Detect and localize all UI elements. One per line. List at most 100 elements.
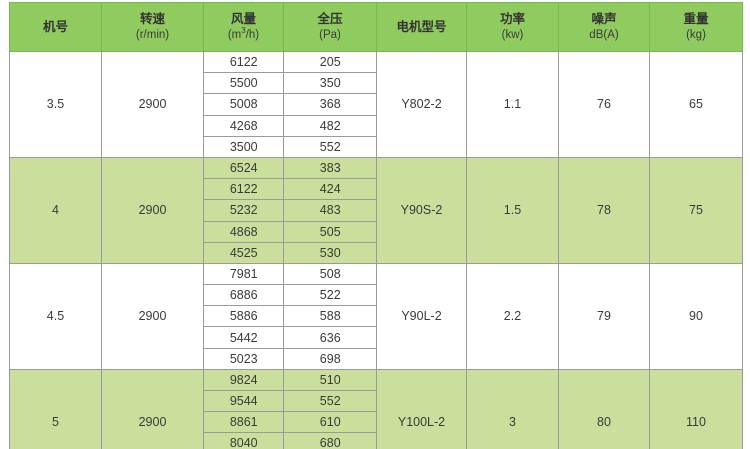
cell-model: 3.5 <box>9 51 102 158</box>
cell-pressure: 205 <box>283 52 376 74</box>
cell-speed: 2900 <box>101 262 204 370</box>
cell-pressure: 552 <box>283 390 376 413</box>
cell-airflow: 4868 <box>204 221 285 243</box>
cell-pressure: 424 <box>283 178 376 201</box>
cell-pressure: 368 <box>283 93 376 116</box>
operating-point-row: 6122 424 <box>204 178 376 201</box>
cell-motor: Y90L-2 <box>376 262 467 370</box>
cell-pressure: 552 <box>319 139 341 154</box>
cell-airflow-pressure-group: 6122 205 5500 350 5008 368 4268 482 3500 552 <box>203 51 377 158</box>
cell-speed: 2900 <box>101 156 204 264</box>
cell-airflow-pressure-group: 6524 383 6122 424 5232 483 4868 505 4525 530 <box>203 156 377 264</box>
operating-point-row: 6122 205 <box>204 52 376 74</box>
cell-motor: Y100L-2 <box>376 368 467 449</box>
cell-airflow: 7981 <box>204 263 285 286</box>
column-header-weight: 重量 (kg) <box>649 2 743 52</box>
cell-airflow: 6886 <box>204 284 285 307</box>
cell-airflow: 5886 <box>204 305 285 328</box>
cell-pressure: 350 <box>283 72 376 95</box>
operating-points-table: 7981 508 6886 522 5886 588 5442 636 5023 698 <box>204 263 376 369</box>
column-header-label: 机号 <box>42 19 68 34</box>
operating-point-row: 5232 483 <box>204 199 376 222</box>
cell-weight: 90 <box>649 262 743 370</box>
cell-pressure: 383 <box>283 157 376 180</box>
column-header-unit: (kg) <box>686 28 706 41</box>
column-header-label: 重量 <box>683 11 709 26</box>
operating-point-row: 5442 636 <box>204 326 376 349</box>
fan-specification-table: 机号 转速 (r/min) 风量 (m3/h) 全压 (Pa) 电机型号 功率 (kw) 噪声 dB(… <box>9 2 743 449</box>
cell-speed: 2900 <box>101 368 204 449</box>
operating-points-table: 6122 205 5500 350 5008 368 4268 482 3500 552 <box>204 52 376 157</box>
unit-exponent: 3 <box>241 25 246 35</box>
cell-airflow: 9544 <box>204 390 285 413</box>
cell-pressure: 508 <box>283 263 376 286</box>
cell-airflow: 8861 <box>204 411 285 434</box>
operating-point-row: 3500 552 <box>204 136 376 157</box>
cell-model: 5 <box>9 368 102 449</box>
cell-pressure: 610 <box>283 411 376 434</box>
column-header-unit: (Pa) <box>319 28 341 41</box>
cell-airflow: 4525 <box>204 242 285 263</box>
table-row: 5290098245109544552886161080406806817752… <box>9 368 743 449</box>
cell-airflow: 3500 <box>204 136 285 157</box>
cell-speed: 2900 <box>101 51 204 158</box>
cell-weight: 110 <box>649 368 743 449</box>
cell-motor: Y90S-2 <box>376 156 467 264</box>
cell-pressure: 483 <box>283 199 376 222</box>
table-row: 4.5 2900 7981 508 6886 522 5886 588 5442 636 5023 6… <box>9 262 743 370</box>
cell-pressure: 680 <box>283 432 376 449</box>
cell-airflow: 5008 <box>204 93 285 116</box>
operating-point-row: 4268 482 <box>204 115 376 137</box>
table-row: 3.5 2900 6122 205 5500 350 5008 368 4268 482 3500 5… <box>9 51 743 158</box>
cell-airflow: 5500 <box>204 72 285 95</box>
cell-airflow: 8040 <box>204 432 285 449</box>
column-header-label: 噪声 <box>591 11 617 26</box>
column-header-unit: dB(A) <box>589 28 619 41</box>
operating-points-table: 6524 383 6122 424 5232 483 4868 505 4525 530 <box>204 157 376 263</box>
cell-noise: 79 <box>558 262 650 370</box>
cell-power: 1.1 <box>466 51 559 158</box>
operating-point-row: 4525 530 <box>204 242 376 263</box>
operating-point-row: 6524 383 <box>204 157 376 180</box>
column-header-speed: 转速 (r/min) <box>101 2 204 52</box>
cell-airflow-pressure-group: 7981 508 6886 522 5886 588 5442 636 5023 698 <box>203 262 377 370</box>
operating-point-row: 5008 368 <box>204 93 376 116</box>
cell-airflow: 4268 <box>204 115 285 137</box>
cell-power: 3 <box>466 368 559 449</box>
column-header-unit: (m3/h) <box>227 25 260 41</box>
cell-airflow: 6122 <box>204 52 285 74</box>
column-header-label: 功率 <box>499 11 525 26</box>
cell-airflow: 5023 <box>204 348 285 369</box>
cell-airflow: 9824 <box>204 369 285 391</box>
cell-noise: 78 <box>558 156 650 264</box>
cell-motor: Y802-2 <box>376 51 467 158</box>
operating-point-row: 9824 510 <box>204 369 376 391</box>
cell-power: 1.5 <box>466 156 559 264</box>
cell-pressure: 636 <box>283 326 376 349</box>
cell-pressure: 505 <box>283 221 376 243</box>
column-header-motor: 电机型号 <box>376 2 467 52</box>
operating-point-row: 5500 350 <box>204 72 376 95</box>
column-header-label: 电机型号 <box>396 19 447 34</box>
column-header-airflow: 风量 (m3/h) <box>203 2 284 52</box>
table-header: 机号 转速 (r/min) 风量 (m3/h) 全压 (Pa) 电机型号 功率 (kw) 噪声 dB(… <box>9 2 743 52</box>
column-header-noise: 噪声 dB(A) <box>558 2 650 52</box>
column-header-model: 机号 <box>9 2 102 52</box>
cell-pressure: 530 <box>319 245 341 260</box>
cell-pressure: 588 <box>283 305 376 328</box>
cell-pressure: 482 <box>283 115 376 137</box>
cell-noise: 80 <box>558 368 650 449</box>
operating-points-table: 98245109544552886161080406806817752 <box>204 369 376 449</box>
column-header-label: 风量 <box>230 11 256 26</box>
cell-noise: 76 <box>558 51 650 158</box>
operating-point-row: 4868 505 <box>204 221 376 243</box>
cell-airflow: 6122 <box>204 178 285 201</box>
cell-weight: 75 <box>649 156 743 264</box>
cell-power: 2.2 <box>466 262 559 370</box>
operating-point-row: 6886 522 <box>204 284 376 307</box>
operating-point-row: 5886 588 <box>204 305 376 328</box>
header-row: 机号 转速 (r/min) 风量 (m3/h) 全压 (Pa) 电机型号 功率 (kw) 噪声 dB(… <box>9 2 743 52</box>
cell-airflow-pressure-group: 98245109544552886161080406806817752 <box>203 368 377 449</box>
column-header-label: 全压 <box>317 11 343 26</box>
table-body: 3.5 2900 6122 205 5500 350 5008 368 4268 482 3500 5… <box>9 51 743 449</box>
